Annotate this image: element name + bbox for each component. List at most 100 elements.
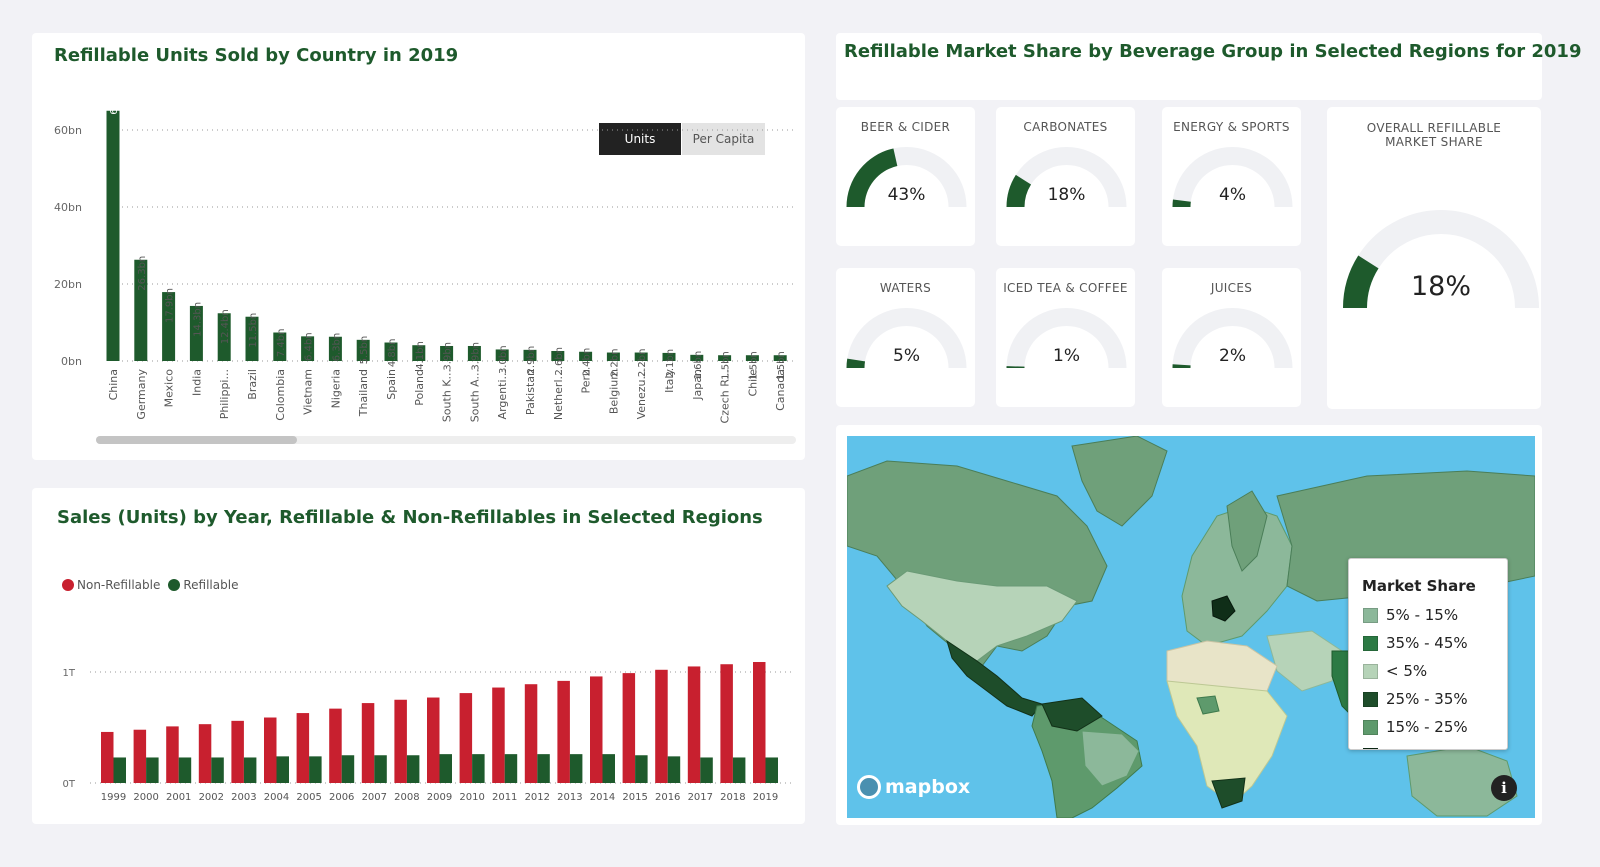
map-legend-item[interactable]: 5% - 15%	[1363, 601, 1468, 629]
gauge-label: CARBONATES	[1023, 120, 1108, 134]
legend-label-non-refillable: Non-Refillable	[77, 578, 161, 592]
units-data-label: 3.0bn	[498, 345, 509, 374]
sales-bar-non-refillable[interactable]	[166, 726, 179, 783]
sales-bar-non-refillable[interactable]	[133, 729, 147, 783]
units-bar[interactable]	[412, 345, 426, 361]
gauge-card-juices[interactable]: JUICES 2%	[1162, 268, 1301, 407]
units-bar[interactable]	[384, 342, 398, 361]
sales-bar-non-refillable[interactable]	[655, 669, 668, 783]
units-bar[interactable]	[245, 316, 259, 361]
sales-bar-refillable[interactable]	[700, 757, 713, 783]
units-bar[interactable]	[162, 292, 176, 361]
sales-bar-non-refillable[interactable]	[687, 666, 701, 783]
sales-bar-non-refillable[interactable]	[557, 680, 570, 783]
units-bar[interactable]	[467, 345, 481, 361]
sales-bar-refillable[interactable]	[146, 757, 159, 783]
map-legend-item[interactable]: 35% - 45%	[1363, 629, 1468, 657]
sales-bar-non-refillable[interactable]	[231, 720, 244, 783]
units-data-label: 2.6bn	[554, 347, 565, 376]
mapbox-logo[interactable]: mapbox	[857, 775, 970, 799]
sales-bar-refillable[interactable]	[211, 757, 224, 783]
map-card: Market Share 5% - 15% 35% - 45% < 5% 25% - …	[836, 425, 1542, 825]
map-legend-item[interactable]: > 45%	[1363, 741, 1468, 749]
sales-bar-refillable[interactable]	[113, 757, 127, 783]
units-bar[interactable]	[745, 355, 759, 361]
sales-bar-refillable[interactable]	[276, 756, 290, 783]
units-bar[interactable]	[523, 349, 537, 361]
units-bar[interactable]	[495, 349, 509, 361]
units-data-label: 3.9bn	[443, 342, 454, 371]
gauge-card-carbonates[interactable]: CARBONATES 18%	[996, 107, 1135, 246]
sales-bar-non-refillable[interactable]	[296, 713, 310, 783]
sales-bar-non-refillable[interactable]	[361, 703, 375, 783]
sales-bar-non-refillable[interactable]	[459, 693, 473, 783]
map-legend-item[interactable]: 25% - 35%	[1363, 685, 1468, 713]
units-bar[interactable]	[217, 313, 231, 361]
sales-bar-refillable[interactable]	[635, 755, 648, 783]
sales-bar-non-refillable[interactable]	[394, 699, 407, 783]
sales-bar-refillable[interactable]	[602, 754, 616, 783]
horizontal-scrollbar-track[interactable]	[96, 436, 796, 444]
sales-bar-refillable[interactable]	[243, 757, 257, 783]
units-bar[interactable]	[134, 259, 148, 361]
sales-bar-refillable[interactable]	[765, 757, 779, 783]
units-bar[interactable]	[579, 351, 593, 361]
sales-bar-refillable[interactable]	[472, 754, 485, 783]
sales-bar-non-refillable[interactable]	[329, 708, 342, 783]
per-capita-toggle-button[interactable]: Per Capita	[682, 123, 765, 155]
gauge-track	[1343, 210, 1539, 308]
sales-bar-non-refillable[interactable]	[622, 673, 636, 783]
units-bar[interactable]	[356, 339, 370, 361]
info-icon[interactable]: i	[1491, 775, 1517, 801]
sales-bar-refillable[interactable]	[341, 755, 355, 783]
sales-bar-non-refillable[interactable]	[590, 676, 603, 783]
sales-bar-refillable[interactable]	[732, 757, 746, 783]
gauge-track	[1172, 147, 1293, 207]
sales-bar-refillable[interactable]	[406, 755, 420, 783]
map-legend-label: 35% - 45%	[1386, 634, 1468, 652]
units-bar[interactable]	[328, 336, 342, 361]
horizontal-scrollbar-thumb[interactable]	[96, 436, 297, 444]
units-bar[interactable]	[440, 345, 454, 361]
sales-bar-non-refillable[interactable]	[524, 684, 538, 783]
sales-bar-non-refillable[interactable]	[101, 731, 114, 783]
map-legend: Market Share 5% - 15% 35% - 45% < 5% 25% - …	[1348, 558, 1508, 750]
sales-bar-refillable[interactable]	[537, 754, 550, 783]
sales-bar-non-refillable[interactable]	[198, 724, 212, 783]
sales-bar-refillable[interactable]	[439, 754, 453, 783]
units-data-label: 2.1bn	[665, 349, 676, 378]
map-legend-item[interactable]: < 5%	[1363, 657, 1468, 685]
gauge-card-overall[interactable]: OVERALL REFILLABLE MARKET SHARE 18%	[1327, 107, 1541, 409]
sales-bar-non-refillable[interactable]	[492, 687, 505, 783]
sales-x-tick: 2019	[753, 792, 778, 803]
gauge-card-waters[interactable]: WATERS 5%	[836, 268, 975, 407]
gauge-card-beer-cider[interactable]: BEER & CIDER 43%	[836, 107, 975, 246]
units-bar[interactable]	[718, 355, 732, 361]
sales-bar-refillable[interactable]	[667, 756, 681, 783]
sales-bar-non-refillable[interactable]	[753, 662, 766, 783]
units-bar[interactable]	[606, 352, 620, 361]
units-bar[interactable]	[189, 305, 203, 361]
units-bar[interactable]	[273, 332, 287, 361]
sales-bar-refillable[interactable]	[374, 755, 387, 783]
sales-bar-refillable[interactable]	[504, 754, 518, 783]
sales-bar-refillable[interactable]	[569, 754, 583, 783]
sales-bar-refillable[interactable]	[309, 756, 322, 783]
map-colombia-venezuela	[1041, 697, 1103, 732]
gauge-card-energy-sports[interactable]: ENERGY & SPORTS 4%	[1162, 107, 1301, 246]
sales-bar-non-refillable[interactable]	[427, 697, 440, 783]
units-bar[interactable]	[301, 336, 315, 361]
units-bar[interactable]	[662, 352, 676, 361]
sales-bar-refillable[interactable]	[178, 757, 192, 783]
units-bar[interactable]	[690, 354, 704, 361]
units-toggle-button[interactable]: Units	[599, 123, 681, 155]
gauge-card-iced-tea-coffee[interactable]: ICED TEA & COFFEE 1%	[996, 268, 1135, 407]
units-bar[interactable]	[773, 355, 787, 361]
sales-bar-non-refillable[interactable]	[264, 717, 277, 783]
units-data-label: 12.4bn	[220, 309, 231, 344]
map-legend-item[interactable]: 15% - 25%	[1363, 713, 1468, 741]
units-bar[interactable]	[551, 350, 565, 361]
units-bar[interactable]	[106, 110, 120, 361]
sales-bar-non-refillable[interactable]	[720, 664, 733, 783]
units-bar[interactable]	[634, 352, 648, 361]
